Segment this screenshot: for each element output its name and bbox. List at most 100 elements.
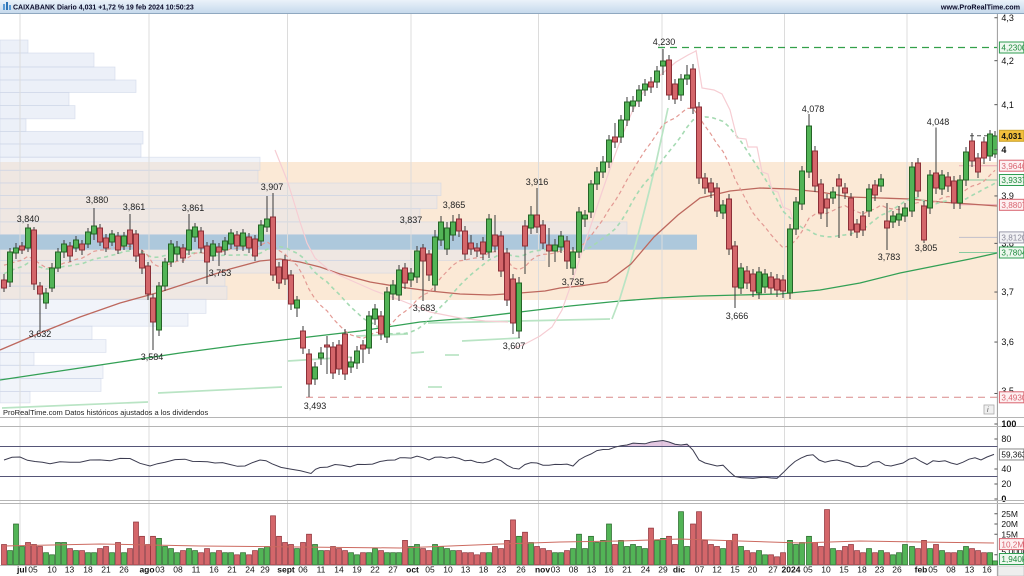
- svg-text:4,230: 4,230: [653, 37, 676, 47]
- svg-text:08: 08: [946, 565, 956, 575]
- svg-text:3,607: 3,607: [503, 341, 526, 351]
- svg-text:3,805: 3,805: [915, 243, 938, 253]
- svg-text:16: 16: [982, 565, 992, 575]
- svg-text:3,907: 3,907: [261, 182, 284, 192]
- svg-text:4,031: 4,031: [1001, 132, 1022, 141]
- svg-text:jul: jul: [16, 565, 27, 575]
- svg-text:20: 20: [1001, 479, 1011, 489]
- svg-text:3,632: 3,632: [29, 329, 52, 339]
- svg-text:25M: 25M: [1001, 509, 1018, 519]
- svg-text:26: 26: [892, 565, 902, 575]
- svg-text:CAIXABANK Diario 4,031 +1,72 %: CAIXABANK Diario 4,031 +1,72 % 19 feb 20…: [13, 4, 194, 11]
- svg-text:06: 06: [298, 565, 308, 575]
- svg-text:29: 29: [260, 565, 270, 575]
- svg-text:ago: ago: [139, 565, 154, 575]
- svg-text:18: 18: [83, 565, 93, 575]
- svg-text:2024: 2024: [782, 565, 801, 575]
- svg-text:23: 23: [875, 565, 885, 575]
- svg-text:feb: feb: [915, 565, 928, 575]
- svg-text:18: 18: [857, 565, 867, 575]
- svg-text:19: 19: [352, 565, 362, 575]
- svg-text:i: i: [987, 407, 989, 414]
- svg-text:3,753: 3,753: [209, 268, 232, 278]
- svg-text:3,840: 3,840: [17, 214, 40, 224]
- svg-text:4,048: 4,048: [927, 117, 950, 127]
- svg-text:11: 11: [192, 565, 201, 575]
- svg-text:16: 16: [209, 565, 219, 575]
- svg-text:20: 20: [748, 565, 758, 575]
- svg-text:10,2M: 10,2M: [1001, 540, 1024, 549]
- svg-text:www.ProRealTime.com: www.ProRealTime.com: [940, 2, 1020, 11]
- svg-text:dic: dic: [673, 565, 686, 575]
- svg-text:3,7804: 3,7804: [1001, 249, 1024, 258]
- svg-text:11: 11: [317, 565, 326, 575]
- svg-text:05: 05: [425, 565, 435, 575]
- svg-text:15M: 15M: [1001, 529, 1018, 539]
- svg-text:ProRealTime.com Datos históri: ProRealTime.com Datos históricos ajustad…: [3, 408, 208, 417]
- svg-text:08: 08: [173, 565, 183, 575]
- svg-text:27: 27: [388, 565, 398, 575]
- svg-text:40: 40: [1001, 464, 1011, 474]
- svg-text:10: 10: [443, 565, 453, 575]
- svg-text:80: 80: [1001, 434, 1011, 444]
- svg-text:3,916: 3,916: [526, 177, 549, 187]
- svg-text:15: 15: [839, 565, 849, 575]
- svg-text:20M: 20M: [1001, 519, 1018, 529]
- svg-text:07: 07: [695, 565, 705, 575]
- svg-text:4,2300: 4,2300: [1001, 44, 1024, 53]
- svg-text:4,3: 4,3: [1001, 13, 1014, 23]
- svg-text:59,363: 59,363: [1001, 451, 1024, 460]
- svg-text:3,683: 3,683: [413, 303, 436, 313]
- svg-text:29: 29: [658, 565, 668, 575]
- svg-text:4,078: 4,078: [802, 104, 825, 114]
- svg-text:10: 10: [47, 565, 57, 575]
- svg-text:1,940k: 1,940k: [1001, 555, 1024, 564]
- svg-text:3,9: 3,9: [1001, 191, 1014, 201]
- svg-text:08: 08: [569, 565, 579, 575]
- svg-text:26: 26: [119, 565, 129, 575]
- svg-text:3,493: 3,493: [304, 401, 327, 411]
- svg-text:3,735: 3,735: [562, 277, 585, 287]
- svg-text:22: 22: [370, 565, 380, 575]
- svg-text:100: 100: [1001, 419, 1016, 429]
- svg-text:3,8: 3,8: [1001, 239, 1014, 249]
- svg-text:10: 10: [821, 565, 831, 575]
- svg-text:3,6: 3,6: [1001, 337, 1014, 347]
- svg-text:05: 05: [928, 565, 938, 575]
- svg-text:3,861: 3,861: [123, 202, 146, 212]
- svg-text:13: 13: [65, 565, 75, 575]
- svg-text:05: 05: [28, 565, 38, 575]
- svg-text:4,2: 4,2: [1001, 56, 1014, 66]
- svg-text:3,8120: 3,8120: [1001, 234, 1024, 243]
- svg-text:27: 27: [768, 565, 778, 575]
- svg-text:21: 21: [101, 565, 111, 575]
- svg-text:21: 21: [622, 565, 632, 575]
- svg-text:12: 12: [712, 565, 722, 575]
- svg-text:3,9646: 3,9646: [1001, 162, 1024, 171]
- svg-text:3,584: 3,584: [141, 352, 164, 362]
- svg-text:3,4930: 3,4930: [1001, 394, 1024, 403]
- svg-text:oct: oct: [406, 565, 419, 575]
- svg-text:3,880: 3,880: [86, 195, 109, 205]
- svg-text:03: 03: [155, 565, 165, 575]
- svg-text:26: 26: [516, 565, 526, 575]
- svg-text:13: 13: [587, 565, 597, 575]
- svg-text:nov: nov: [535, 565, 550, 575]
- svg-text:3,5: 3,5: [1001, 386, 1014, 396]
- svg-text:3,7: 3,7: [1001, 287, 1014, 297]
- svg-text:3,861: 3,861: [182, 203, 205, 213]
- svg-text:3,9337: 3,9337: [1001, 176, 1024, 185]
- svg-text:18: 18: [479, 565, 489, 575]
- svg-text:14: 14: [334, 565, 344, 575]
- svg-text:3,666: 3,666: [726, 311, 749, 321]
- svg-text:23: 23: [497, 565, 507, 575]
- svg-text:13: 13: [965, 565, 975, 575]
- svg-text:3,837: 3,837: [400, 215, 423, 225]
- svg-text:4,1: 4,1: [1001, 100, 1014, 110]
- svg-text:3,783: 3,783: [878, 252, 901, 262]
- svg-text:15: 15: [730, 565, 740, 575]
- svg-text:5,000k: 5,000k: [1001, 546, 1024, 556]
- svg-text:0: 0: [1001, 494, 1006, 504]
- svg-text:05: 05: [803, 565, 813, 575]
- svg-text:16: 16: [604, 565, 614, 575]
